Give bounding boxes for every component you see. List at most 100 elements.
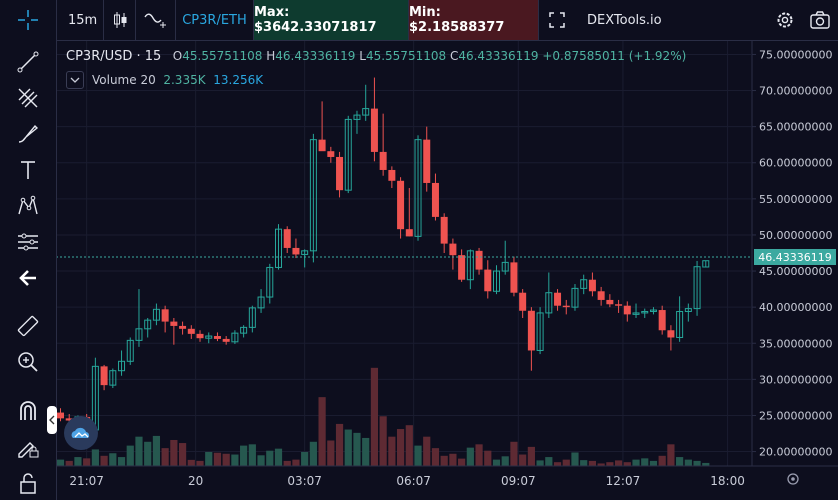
trend-line-tool[interactable] (10, 47, 46, 77)
prediction-tool[interactable] (10, 227, 46, 257)
volume-bar (170, 439, 178, 466)
volume-bar (623, 462, 631, 466)
camera-icon (810, 11, 830, 29)
volume-bar (475, 444, 483, 466)
volume-bar (414, 445, 422, 466)
volume-bar (301, 451, 309, 466)
pair-link[interactable]: CP3R/ETH (176, 0, 254, 40)
open-label: O (172, 49, 183, 63)
candle (458, 249, 466, 282)
candle (623, 301, 631, 322)
candle-body (458, 255, 466, 280)
brand-link[interactable]: DEXTools.io (587, 12, 662, 28)
volume-bar (519, 454, 527, 466)
magnet-tool[interactable] (10, 396, 46, 426)
candle-body (109, 370, 117, 386)
volume-bar (248, 444, 256, 466)
volume-bar (501, 456, 509, 466)
candle (475, 247, 483, 275)
lock-drawings-tool[interactable] (10, 432, 46, 462)
text-tool[interactable] (10, 155, 46, 185)
back-button[interactable] (10, 263, 46, 293)
change-value: +0.87585011 (+1.92%) (542, 49, 687, 63)
candle (118, 350, 126, 376)
candle (641, 308, 649, 318)
volume-label: Volume 20 (92, 73, 156, 87)
candle-body (388, 169, 396, 181)
volume-bar (362, 437, 370, 466)
collapse-indicators-button[interactable] (66, 71, 84, 89)
candle-body (196, 333, 204, 339)
ruler-tool[interactable] (10, 311, 46, 341)
candle (562, 299, 570, 315)
candle (240, 325, 248, 338)
time-axis: 21:07 20 03:07 06:07 09:07 12:07 18:00 (69, 474, 745, 488)
candles-icon (113, 12, 126, 28)
volume-bars (56, 367, 710, 466)
chart-type-button[interactable] (104, 0, 136, 40)
candle (588, 272, 596, 297)
candle-body (493, 270, 500, 292)
candle-body (266, 266, 274, 298)
candle (222, 336, 230, 345)
candle-body (152, 308, 160, 321)
candle (684, 303, 692, 322)
price-axis-label: 55.00000000 (759, 193, 832, 206)
ruler-icon (17, 315, 39, 337)
volume-bar (449, 453, 457, 466)
candle-body (501, 261, 509, 272)
candle-body (370, 108, 378, 152)
volume-bar (597, 463, 605, 466)
candle-body (684, 308, 692, 312)
volume-bar (571, 452, 579, 466)
candle (440, 213, 448, 253)
settings-gear-icon[interactable] (787, 473, 799, 485)
candle (179, 321, 187, 335)
volume-bar (405, 425, 413, 466)
screenshot-button[interactable] (802, 0, 838, 40)
candle-body (536, 312, 544, 351)
brush-tool[interactable] (10, 119, 46, 149)
candle (353, 110, 361, 134)
candle-body (301, 250, 309, 255)
candle (248, 305, 256, 333)
pattern-tool[interactable] (10, 191, 46, 221)
candle (100, 364, 108, 391)
volume-bar (266, 450, 274, 466)
candle (449, 238, 457, 270)
interval-selector[interactable]: 15m (56, 0, 104, 40)
sidebar-collapse-tab[interactable] (47, 406, 57, 434)
candle-body (519, 292, 527, 311)
price-axis-label: 45.00000000 (759, 265, 832, 278)
volume-bar (213, 452, 222, 466)
candle-body (632, 312, 640, 315)
candle-body (562, 305, 570, 308)
lock-pencil-icon (18, 442, 39, 458)
candle-body (100, 366, 108, 386)
candle-body (667, 330, 675, 338)
max-price-badge: Max: $3642.33071817 (254, 0, 409, 40)
chevron-left-icon (49, 415, 55, 425)
trend-line-icon (17, 51, 39, 73)
zoom-tool[interactable] (10, 347, 46, 377)
candlesticks (57, 77, 710, 438)
chart-settings-button[interactable] (768, 0, 802, 40)
cloud-logo-icon (71, 427, 90, 438)
indicators-button[interactable] (136, 0, 176, 40)
lock-tool[interactable] (10, 468, 46, 498)
fullscreen-button[interactable] (539, 0, 575, 40)
price-axis-label: 50.00000000 (759, 229, 832, 242)
price-axis-label: 25.00000000 (759, 409, 832, 422)
candle-body (344, 118, 352, 191)
fib-tool[interactable] (10, 83, 46, 113)
candle (135, 289, 143, 347)
candle (423, 126, 431, 192)
volume-bar (187, 459, 195, 466)
price-axis-label: 60.00000000 (759, 157, 832, 170)
candle (615, 299, 623, 313)
candle-body (222, 338, 230, 342)
crosshair-tool[interactable] (10, 5, 46, 35)
candle (292, 238, 300, 259)
candle (266, 263, 274, 304)
